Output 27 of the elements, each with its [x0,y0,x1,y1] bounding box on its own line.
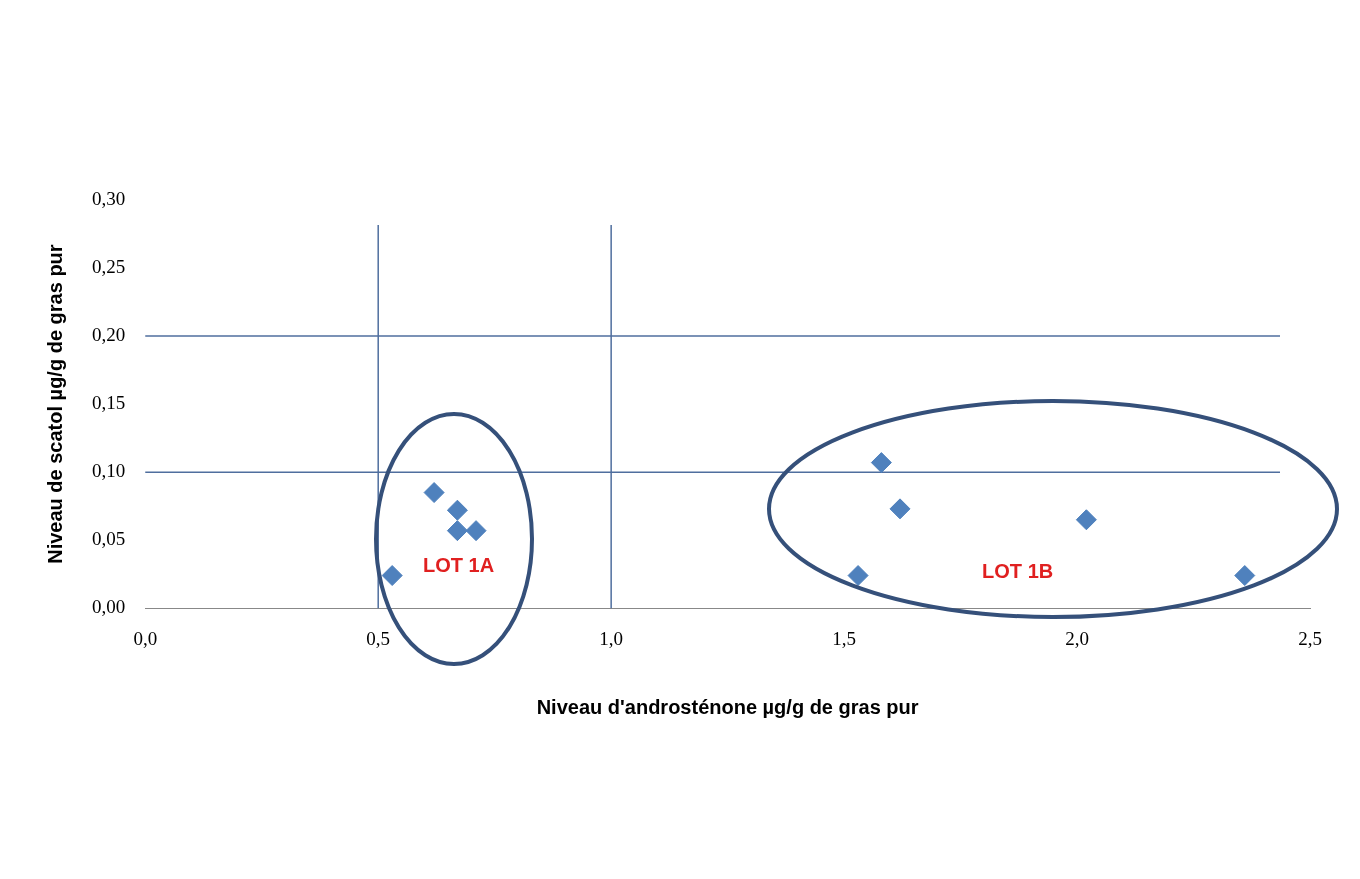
point [423,482,445,504]
y-axis-title: Niveau de scatol µg/g de gras pur [43,244,66,564]
point [870,452,892,474]
annotation: LOT 1B [982,559,1054,582]
x-tick-label: 0,5 [366,627,391,649]
point [465,520,487,542]
x-tick-label: 2,0 [1065,627,1089,649]
x-tick-label: 0,0 [133,627,158,649]
x-tick-label: 1,5 [832,627,856,649]
y-tick-label: 0,00 [92,596,126,618]
point [1075,509,1097,531]
point [889,498,911,520]
x-tick-label: 2,5 [1298,627,1322,649]
y-tick-label: 0,15 [92,392,126,414]
y-tick-label: 0,05 [92,528,126,550]
y-tick-label: 0,25 [92,256,126,278]
point [381,565,403,587]
point [1234,565,1256,587]
point [446,520,468,542]
x-axis-title: Niveau d'androsténone µg/g de gras pur [536,695,919,718]
point [446,499,468,521]
y-tick-label: 0,10 [92,460,126,482]
annotation: LOT 1A [423,554,495,577]
point [847,565,869,587]
y-tick-label: 0,20 [92,324,126,346]
y-tick-label: 0,30 [92,187,126,209]
x-tick-label: 1,0 [599,627,624,649]
